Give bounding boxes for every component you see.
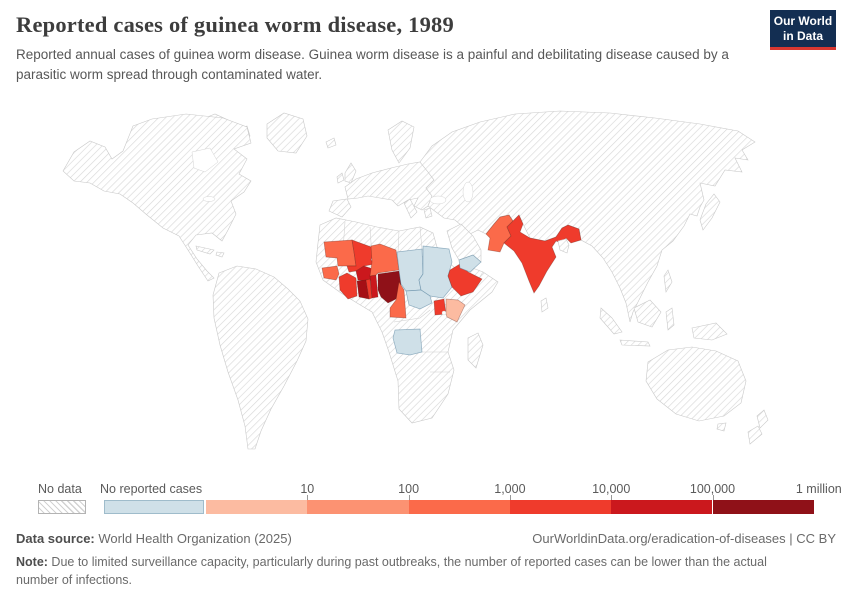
legend-tick-label: 10,000 [592,482,631,496]
landmass-iceland [325,137,337,149]
owid-logo-line2: in Data [782,28,823,43]
landmass-british-isles [336,162,357,184]
page-title: Reported cases of guinea worm disease, 1… [16,12,454,37]
country-central-african-republic[interactable] [405,289,433,310]
legend-no-data-label: No data [38,482,82,496]
data-source-label: Data source: [16,531,95,546]
landmass-indonesia [599,299,675,347]
landmass-europe [344,161,435,211]
caspian-sea [462,181,474,203]
hudson-bay [191,147,219,173]
owid-url-link[interactable]: OurWorldinData.org/eradication-of-diseas… [532,531,836,546]
header: Reported cases of guinea worm disease, 1… [16,12,750,86]
note-label: Note: [16,555,48,569]
legend-no-cases-label: No reported cases [100,482,203,496]
country-niger[interactable] [369,243,400,277]
landmass-greece [423,207,433,219]
legend-tick [611,495,613,500]
source-row: Data source: World Health Organization (… [16,531,836,546]
country-sri-lanka [540,297,549,313]
country-bangladesh [557,238,570,254]
legend-segment-1[interactable] [206,500,308,514]
note-row: Note: Due to limited surveillance capaci… [16,553,778,589]
landmass-greenland [266,112,308,154]
landmass-philippines [663,269,673,293]
legend-tick-label: 1 million [795,482,842,496]
data-source-value: World Health Organization (2025) [94,531,292,546]
country-yemen[interactable] [458,254,482,273]
landmass-italy [403,198,418,219]
landmass-japan [699,193,721,231]
landmass-new-guinea [691,322,728,341]
country-sudan[interactable] [418,245,453,299]
owid-logo[interactable]: Our World in Data [770,10,836,50]
country-angola[interactable] [392,328,423,356]
great-lakes [202,196,216,202]
landmass-australia [645,346,747,432]
country-senegal[interactable] [321,265,340,281]
country-cote-divoire[interactable] [338,272,358,300]
legend-segment-3[interactable] [408,500,510,514]
legend-tick [307,495,309,500]
legend-tick-label: 10 [300,482,315,496]
legend-tick-label: 1,000 [494,482,526,496]
legend-segment-4[interactable] [509,500,612,514]
owid-logo-line1: Our World [773,13,833,28]
landmass-caribbean [195,245,225,258]
legend-segment-5[interactable] [611,500,713,514]
legend-segment-2[interactable] [307,500,409,514]
colored-countries [321,214,582,356]
chart-subtitle: Reported annual cases of guinea worm dis… [16,47,729,83]
note-text: Due to limited surveillance capacity, pa… [16,555,767,588]
lakes [191,147,474,316]
country-pakistan[interactable] [485,214,514,253]
legend-tick [509,495,511,500]
data-source: Data source: World Health Organization (… [16,531,292,546]
country-benin[interactable] [369,274,379,299]
landmass-iberia [328,198,352,218]
legend-tick [408,495,410,500]
legend-segment-6[interactable] [712,500,814,514]
lake-victoria [441,310,447,316]
landmass-madagascar [467,332,484,369]
legend-tick [712,495,714,500]
landmass-new-zealand [747,409,769,445]
legend-no-data-swatch[interactable] [38,500,86,514]
legend-tick-label: 100 [398,482,420,496]
legend-segment-no-cases[interactable] [104,500,204,514]
footer: Data source: World Health Organization (… [16,531,836,589]
landmass-south-america [212,265,309,450]
legend-tick-label: 100,000 [689,482,736,496]
landmass-scandinavia [387,120,415,164]
country-cameroon[interactable] [389,281,407,319]
black-sea [429,195,447,205]
